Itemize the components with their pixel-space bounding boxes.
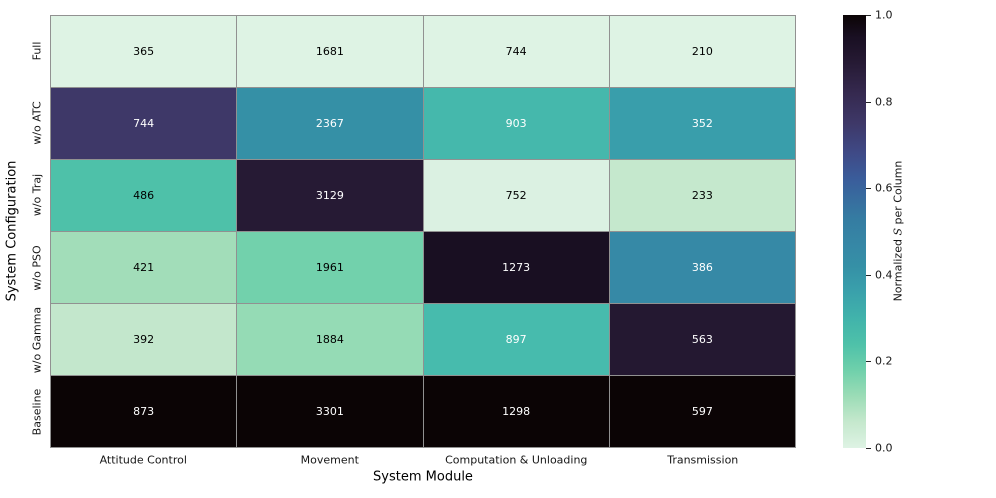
heatmap-cell: 1961 bbox=[237, 232, 423, 303]
colorbar-tick-mark bbox=[866, 361, 871, 363]
colorbar-label-suffix: per Column bbox=[891, 160, 905, 228]
colorbar-gradient bbox=[843, 15, 866, 448]
heatmap-cell: 233 bbox=[609, 160, 795, 231]
y-tick-label: w/o Traj bbox=[30, 174, 44, 217]
heatmap-cell: 3129 bbox=[237, 160, 423, 231]
x-tick-label: Attitude Control bbox=[99, 453, 187, 467]
heatmap-cell: 352 bbox=[609, 88, 795, 159]
x-tick-label: Transmission bbox=[667, 453, 739, 467]
y-tick-label: w/o Gamma bbox=[30, 306, 44, 373]
colorbar-tick-label: 0.4 bbox=[875, 268, 893, 282]
colorbar-tick-label: 0.2 bbox=[875, 354, 893, 368]
x-tick-label: Computation & Unloading bbox=[445, 453, 588, 467]
heatmap-cell: 386 bbox=[609, 232, 795, 303]
colorbar-label: Normalized S per Column bbox=[892, 161, 905, 302]
colorbar-tick-mark bbox=[866, 15, 871, 16]
colorbar-tick-label: 0.0 bbox=[875, 441, 893, 455]
y-tick-label: Full bbox=[30, 41, 44, 61]
heatmap-cell: 897 bbox=[423, 304, 609, 375]
colorbar-tick-mark bbox=[866, 274, 871, 276]
heatmap-cell: 365 bbox=[51, 16, 237, 87]
heatmap-cell: 752 bbox=[423, 160, 609, 231]
colorbar-tick-label: 0.8 bbox=[875, 95, 893, 109]
heatmap-cell: 421 bbox=[51, 232, 237, 303]
colorbar-label-math-symbol: S bbox=[891, 227, 905, 236]
y-axis-label: System Configuration bbox=[4, 160, 20, 302]
heatmap-cell: 2367 bbox=[237, 88, 423, 159]
heatmap-cell: 392 bbox=[51, 304, 237, 375]
heatmap-cell: 597 bbox=[609, 376, 795, 447]
y-tick-label: w/o ATC bbox=[30, 101, 44, 145]
heatmap-cell: 903 bbox=[423, 88, 609, 159]
heatmap-cell: 744 bbox=[51, 88, 237, 159]
heatmap-cell: 3301 bbox=[237, 376, 423, 447]
heatmap-cell: 1681 bbox=[237, 16, 423, 87]
y-tick-label: w/o PSO bbox=[30, 244, 44, 291]
heatmap-cell: 1298 bbox=[423, 376, 609, 447]
heatmap-cell: 873 bbox=[51, 376, 237, 447]
colorbar-tick-mark bbox=[866, 448, 871, 449]
colorbar-tick-mark bbox=[866, 101, 871, 103]
x-axis-label: System Module bbox=[373, 469, 473, 485]
heatmap-cell: 744 bbox=[423, 16, 609, 87]
heatmap-cell: 563 bbox=[609, 304, 795, 375]
colorbar-tick-label: 0.6 bbox=[875, 181, 893, 195]
x-tick-label: Movement bbox=[300, 453, 359, 467]
colorbar-tick-label: 1.0 bbox=[875, 8, 893, 22]
heatmap-grid: 365 1681 744 210 744 2367 903 352 486 3129 752 233 4… bbox=[50, 15, 796, 448]
colorbar-label-prefix: Normalized bbox=[891, 235, 905, 302]
heatmap-cell: 1273 bbox=[423, 232, 609, 303]
heatmap-cell: 1884 bbox=[237, 304, 423, 375]
heatmap-cell: 210 bbox=[609, 16, 795, 87]
heatmap-cell: 486 bbox=[51, 160, 237, 231]
y-tick-label: Baseline bbox=[30, 388, 44, 436]
colorbar-tick-mark bbox=[866, 188, 871, 190]
